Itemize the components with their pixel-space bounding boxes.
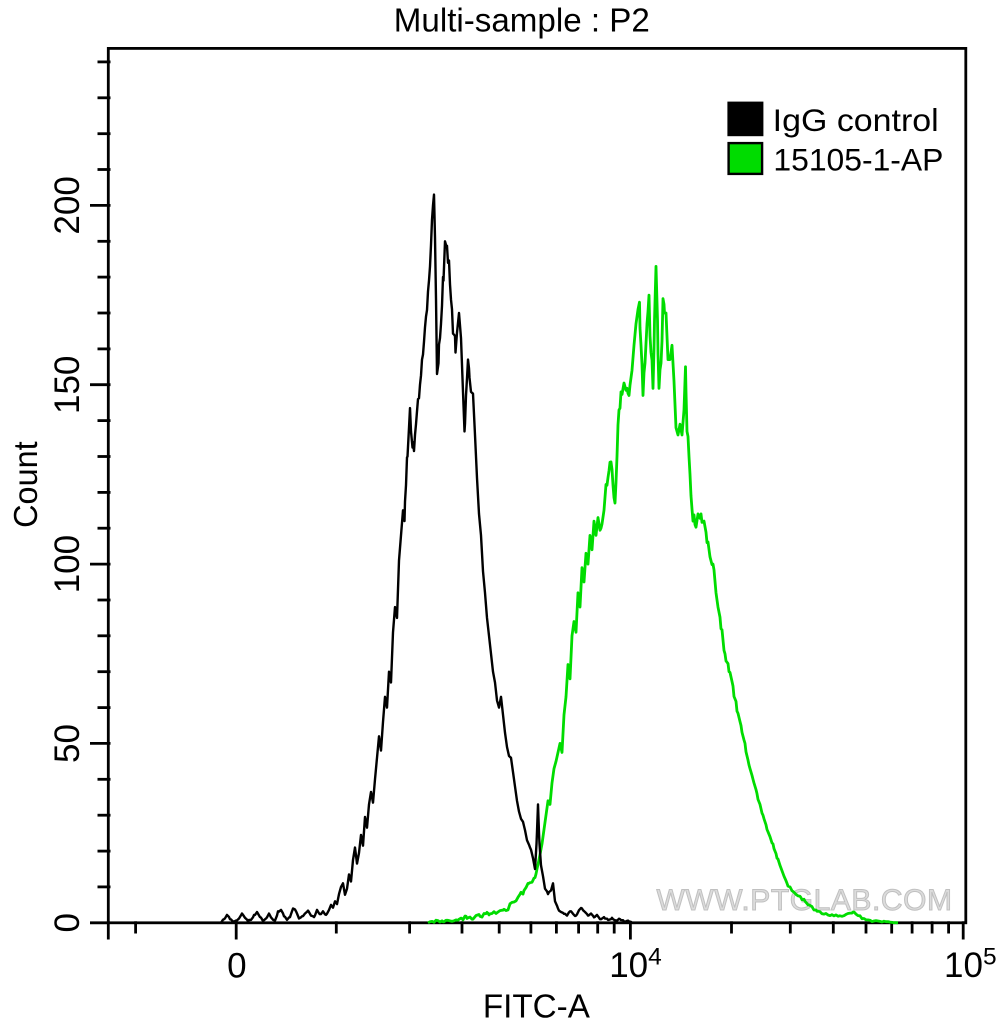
svg-text:15105-1-AP: 15105-1-AP — [773, 142, 943, 178]
svg-text:Count: Count — [7, 441, 44, 527]
svg-text:0: 0 — [48, 913, 87, 932]
svg-text:FITC-A: FITC-A — [483, 988, 590, 1024]
svg-text:200: 200 — [48, 176, 87, 234]
svg-text:100: 100 — [48, 535, 87, 593]
svg-text:150: 150 — [48, 356, 87, 414]
svg-text:IgG control: IgG control — [773, 102, 939, 138]
svg-text:0: 0 — [227, 946, 246, 985]
svg-text:Multi-sample : P2: Multi-sample : P2 — [394, 3, 650, 40]
svg-text:50: 50 — [48, 724, 87, 763]
